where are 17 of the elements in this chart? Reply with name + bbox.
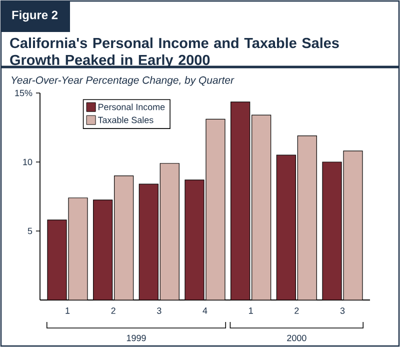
x-tick-label: 4 bbox=[202, 308, 208, 314]
y-tick-label: 15% bbox=[15, 90, 32, 96]
x-tick-label: 3 bbox=[340, 308, 345, 314]
chart-subtitle: Year-Over-Year Percentage Change, by Quarter bbox=[12, 76, 234, 86]
x-tick-label: 2 bbox=[111, 308, 116, 314]
text: 1999 bbox=[126, 334, 146, 342]
y-tick-label: 10 bbox=[23, 158, 32, 166]
caption: Figure 2 bbox=[12, 10, 58, 22]
text: 2000 bbox=[287, 334, 306, 342]
x-tick-label: 2 bbox=[294, 308, 299, 314]
x-tick-label: 3 bbox=[157, 308, 162, 314]
legend-label: Personal Income bbox=[98, 104, 165, 110]
x-tick-label: 1 bbox=[249, 308, 253, 314]
y-tick-label: 5 bbox=[28, 228, 32, 234]
x-tick-label: 1 bbox=[66, 308, 70, 314]
legend-label: Taxable Sales bbox=[98, 116, 154, 124]
chart-title: California's Personal Income and Taxable Sales Growth Peaked in Early 2000 bbox=[10, 38, 339, 68]
